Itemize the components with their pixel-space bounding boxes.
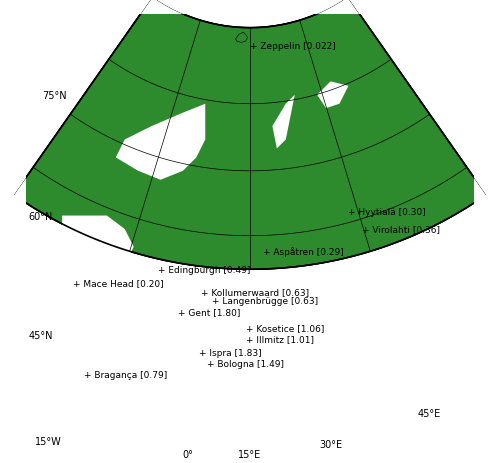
Text: + Zeppelin [0.022]: + Zeppelin [0.022] xyxy=(250,42,336,51)
Text: + Bologna [1.49]: + Bologna [1.49] xyxy=(208,359,284,368)
Text: 15°E: 15°E xyxy=(238,449,262,458)
Text: 75°N: 75°N xyxy=(42,91,67,100)
Text: 15°W: 15°W xyxy=(36,437,62,446)
Polygon shape xyxy=(14,0,486,269)
Text: 60°N: 60°N xyxy=(28,212,53,222)
Text: + Langenbrügge [0.63]: + Langenbrügge [0.63] xyxy=(212,296,318,306)
Polygon shape xyxy=(236,33,248,44)
Text: + Ispra [1.83]: + Ispra [1.83] xyxy=(198,348,261,357)
Polygon shape xyxy=(317,82,348,109)
Polygon shape xyxy=(340,319,393,345)
Polygon shape xyxy=(62,216,134,274)
Polygon shape xyxy=(116,105,206,181)
Text: + Mace Head [0.20]: + Mace Head [0.20] xyxy=(74,279,164,288)
Text: + Aspåtren [0.29]: + Aspåtren [0.29] xyxy=(264,247,344,257)
Polygon shape xyxy=(272,95,294,149)
Text: 0°: 0° xyxy=(182,449,193,458)
Text: + Hyytialä [0.30]: + Hyytialä [0.30] xyxy=(348,207,426,216)
Text: 30°E: 30°E xyxy=(319,439,342,449)
Text: + Virolahti [0.36]: + Virolahti [0.36] xyxy=(362,225,440,234)
Text: 45°E: 45°E xyxy=(418,408,440,419)
Text: + Kollumerwaard [0.63]: + Kollumerwaard [0.63] xyxy=(201,288,309,296)
Text: + Bragança [0.79]: + Bragança [0.79] xyxy=(84,370,168,379)
Text: + Edingburgh [0.49]: + Edingburgh [0.49] xyxy=(158,265,250,274)
Text: 45°N: 45°N xyxy=(28,331,53,341)
Polygon shape xyxy=(14,0,486,269)
Polygon shape xyxy=(138,337,330,394)
Text: + Gent [1.80]: + Gent [1.80] xyxy=(178,307,241,317)
Text: + Illmitz [1.01]: + Illmitz [1.01] xyxy=(246,334,314,344)
Text: + Kosetice [1.06]: + Kosetice [1.06] xyxy=(246,323,324,332)
